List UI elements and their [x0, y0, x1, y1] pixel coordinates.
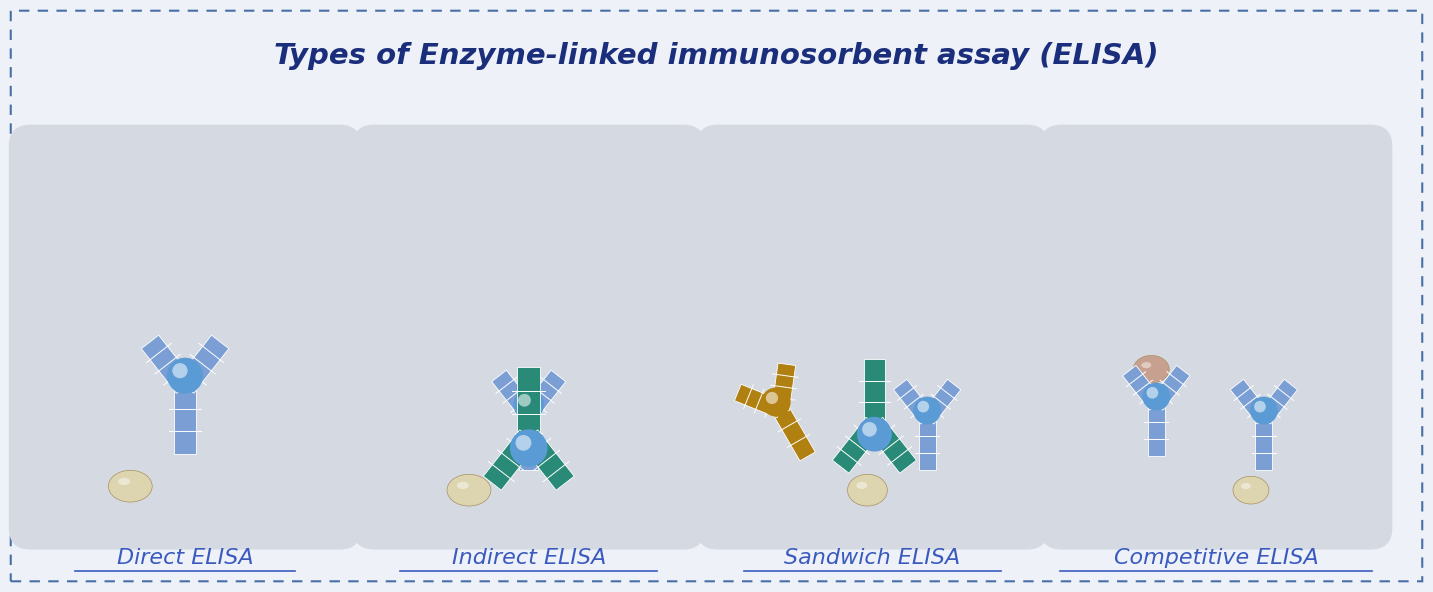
Circle shape	[166, 358, 203, 394]
Circle shape	[761, 388, 791, 417]
Polygon shape	[176, 335, 229, 393]
Circle shape	[516, 435, 532, 451]
Polygon shape	[833, 417, 883, 473]
FancyBboxPatch shape	[1040, 125, 1393, 549]
Polygon shape	[517, 367, 540, 437]
Circle shape	[513, 390, 545, 420]
Ellipse shape	[1232, 477, 1268, 504]
Polygon shape	[735, 384, 784, 418]
Ellipse shape	[853, 481, 884, 503]
Text: Sandwich ELISA: Sandwich ELISA	[784, 548, 960, 568]
Ellipse shape	[1238, 482, 1267, 501]
Polygon shape	[1257, 379, 1297, 424]
Circle shape	[917, 401, 929, 413]
Circle shape	[913, 397, 941, 424]
Text: Indirect ELISA: Indirect ELISA	[451, 548, 606, 568]
FancyBboxPatch shape	[10, 11, 1423, 581]
Ellipse shape	[457, 482, 469, 489]
Polygon shape	[483, 430, 537, 490]
FancyBboxPatch shape	[696, 125, 1049, 549]
Ellipse shape	[113, 477, 149, 499]
Ellipse shape	[1241, 483, 1251, 489]
Polygon shape	[772, 405, 815, 461]
Polygon shape	[522, 370, 566, 419]
Polygon shape	[1148, 405, 1165, 456]
Polygon shape	[771, 363, 795, 411]
Ellipse shape	[1138, 361, 1166, 381]
Circle shape	[517, 394, 530, 407]
Ellipse shape	[447, 474, 492, 506]
Ellipse shape	[118, 478, 130, 485]
Polygon shape	[894, 379, 934, 424]
Circle shape	[1142, 383, 1171, 410]
Ellipse shape	[109, 471, 152, 502]
Circle shape	[510, 429, 547, 467]
Ellipse shape	[847, 474, 887, 506]
Circle shape	[1254, 401, 1265, 413]
Polygon shape	[920, 379, 962, 424]
Polygon shape	[492, 370, 536, 419]
Circle shape	[857, 417, 891, 452]
Polygon shape	[1255, 419, 1273, 471]
FancyBboxPatch shape	[353, 125, 705, 549]
Polygon shape	[866, 417, 917, 473]
Polygon shape	[1149, 365, 1189, 410]
Polygon shape	[173, 387, 196, 453]
Ellipse shape	[453, 481, 487, 503]
Ellipse shape	[1134, 355, 1169, 383]
Polygon shape	[919, 419, 936, 471]
Circle shape	[1250, 397, 1278, 424]
Circle shape	[1146, 387, 1158, 398]
Polygon shape	[1230, 379, 1271, 424]
Polygon shape	[1122, 365, 1164, 410]
Polygon shape	[864, 359, 886, 424]
Circle shape	[172, 363, 188, 378]
Ellipse shape	[857, 482, 867, 489]
Polygon shape	[519, 414, 537, 471]
Polygon shape	[142, 335, 193, 393]
Text: Direct ELISA: Direct ELISA	[116, 548, 254, 568]
Circle shape	[765, 392, 778, 404]
Polygon shape	[520, 430, 575, 490]
FancyBboxPatch shape	[9, 125, 361, 549]
Text: Competitive ELISA: Competitive ELISA	[1113, 548, 1318, 568]
Circle shape	[863, 422, 877, 437]
Text: Types of Enzyme-linked immunosorbent assay (ELISA): Types of Enzyme-linked immunosorbent ass…	[274, 42, 1159, 70]
Ellipse shape	[1141, 362, 1151, 368]
